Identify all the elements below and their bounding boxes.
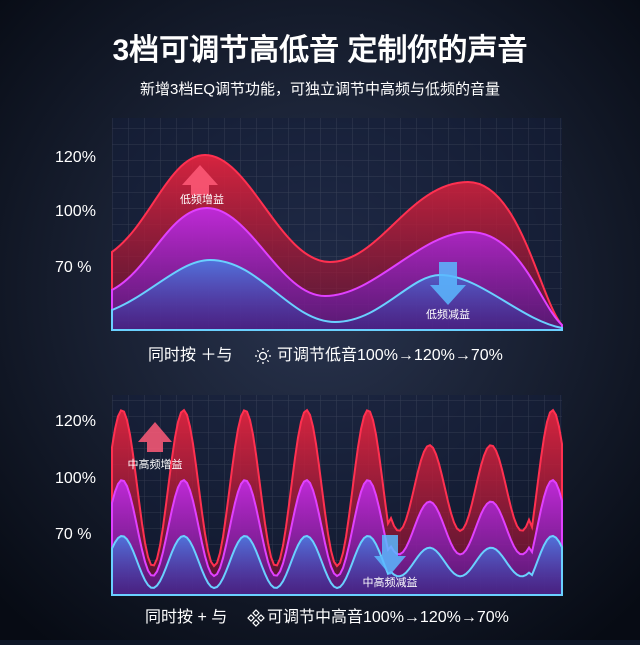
boost-label: 中高频增益 <box>128 457 183 471</box>
treble-icon <box>247 609 265 627</box>
subtitle: 新增3档EQ调节功能，可独立调节中高频与低频的音量 <box>140 81 500 98</box>
caption-suffix: 可调节低音100%→120%→70% <box>277 346 503 364</box>
panel-treble: 120% 100% 70 % 中高频增益 中高频减益 同时按 + 与 可调节中高… <box>55 395 563 627</box>
cut-label: 低频减益 <box>426 307 470 321</box>
arrow-down <box>430 262 466 305</box>
arrow-down <box>374 535 406 575</box>
wave-purple <box>111 478 563 596</box>
title: 3档可调节高低音 定制你的声音 <box>112 33 527 67</box>
cut-label: 中高频减益 <box>363 575 418 589</box>
level-label: 100% <box>55 203 96 220</box>
arrow-up <box>182 165 218 195</box>
wave-blue <box>111 534 563 596</box>
level-label: 70 % <box>55 526 91 543</box>
arrow-up <box>138 422 172 452</box>
level-label: 120% <box>55 413 96 430</box>
caption-prefix: 同时按 ＋与 <box>148 346 232 364</box>
caption-suffix: 可调节中高音100%→120%→70% <box>267 608 509 626</box>
level-label: 100% <box>55 470 96 487</box>
boost-label: 低频增益 <box>180 192 224 206</box>
level-label: 120% <box>55 149 96 166</box>
caption-prefix: 同时按 + 与 <box>145 608 227 626</box>
level-label: 70 % <box>55 259 91 276</box>
panel-bass: 120% 100% 70 % 低频增益 低频减益 同时按 ＋与 可调节低音100… <box>55 118 563 364</box>
sun-icon <box>255 348 271 364</box>
